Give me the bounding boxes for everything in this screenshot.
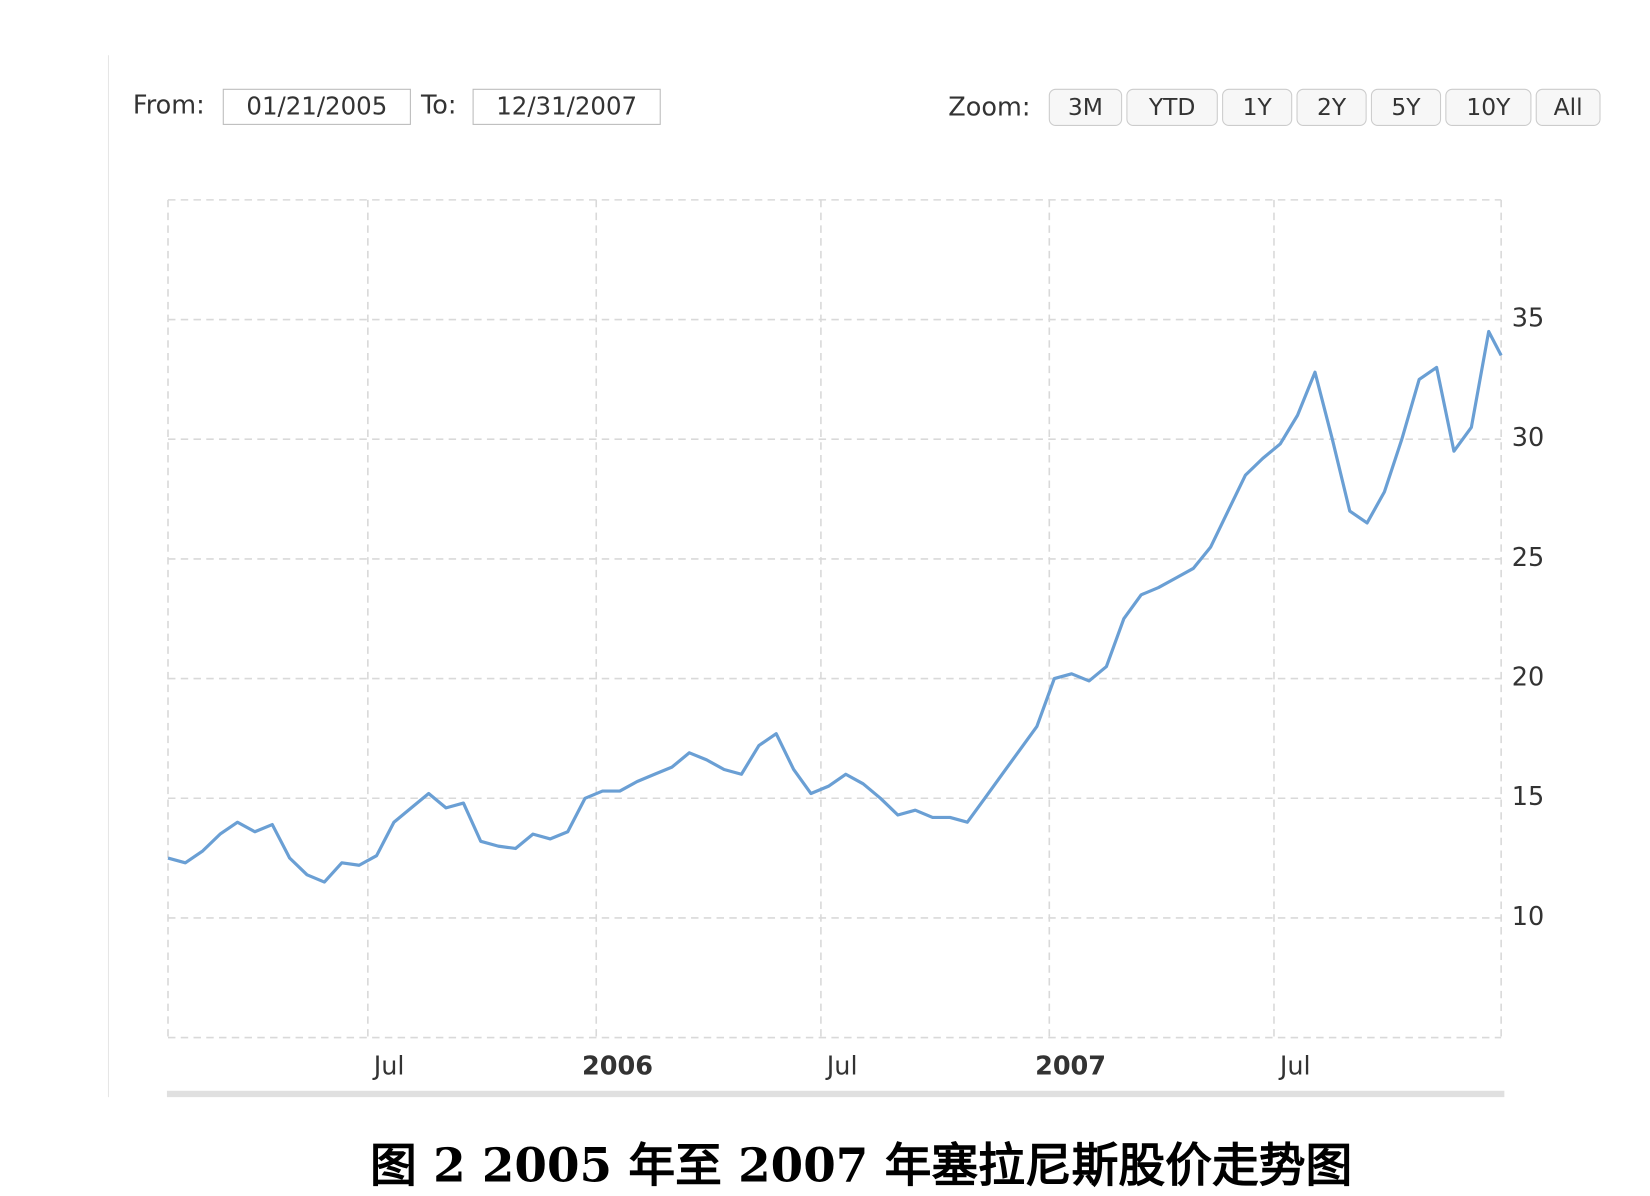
from-label: From: <box>133 90 205 120</box>
y-tick-label: 25 <box>1512 543 1544 573</box>
button-label[interactable]: YTD <box>1148 93 1196 121</box>
x-tick-label: Jul <box>1278 1051 1311 1081</box>
button-box[interactable] <box>1222 88 1293 126</box>
x-tick-label: Jul <box>825 1051 858 1081</box>
button-box[interactable] <box>1535 88 1601 126</box>
button-label[interactable]: 10Y <box>1466 93 1511 121</box>
button-box[interactable] <box>1445 88 1532 126</box>
button-box[interactable] <box>1048 88 1123 126</box>
zoom-button[interactable]: All <box>1535 88 1601 126</box>
to-label: To: <box>420 90 456 120</box>
zoom-button[interactable]: 5Y <box>1370 88 1442 126</box>
zoom-button[interactable]: 3M <box>1048 88 1123 126</box>
zoom-label: Zoom: <box>948 92 1030 122</box>
button-box[interactable] <box>1370 88 1442 126</box>
button-label[interactable]: 3M <box>1068 93 1103 121</box>
zoom-button[interactable]: YTD <box>1126 88 1218 126</box>
y-tick-label: 15 <box>1512 782 1544 812</box>
y-tick-label: 10 <box>1512 902 1544 932</box>
button-label[interactable]: 1Y <box>1243 93 1273 121</box>
button-box[interactable] <box>1296 88 1367 126</box>
button-label[interactable]: All <box>1554 93 1583 121</box>
zoom-button[interactable]: 2Y <box>1296 88 1367 126</box>
zoom-buttons: 3M YTD 1Y 2Y 5Y 10Y All <box>1048 88 1601 126</box>
navigator-bar[interactable] <box>166 1090 1505 1098</box>
button-label[interactable]: 2Y <box>1317 93 1347 121</box>
y-tick-label: 30 <box>1512 423 1544 453</box>
y-tick-label: 20 <box>1512 663 1544 693</box>
price-line <box>167 329 1503 884</box>
chart: 10 15 20 25 30 35 Jul 2006 Jul 2007 Jul <box>167 199 1544 1081</box>
caption: 图 2 2005 年至 2007 年塞拉尼斯股价走势图 <box>370 1138 1352 1193</box>
from-date[interactable]: 01/21/2005 <box>246 91 387 120</box>
zoom-button[interactable]: 1Y <box>1222 88 1293 126</box>
x-tick-label: Jul <box>372 1051 405 1081</box>
x-tick-label: 2007 <box>1035 1051 1106 1081</box>
x-tick-label: 2006 <box>582 1051 653 1081</box>
button-box[interactable] <box>1126 88 1218 126</box>
zoom-button[interactable]: 10Y <box>1445 88 1532 126</box>
to-input[interactable] <box>472 88 661 125</box>
to-date[interactable]: 12/31/2007 <box>496 91 637 120</box>
from-input[interactable] <box>222 88 411 125</box>
button-label[interactable]: 5Y <box>1391 93 1421 121</box>
y-tick-label: 35 <box>1512 304 1544 334</box>
